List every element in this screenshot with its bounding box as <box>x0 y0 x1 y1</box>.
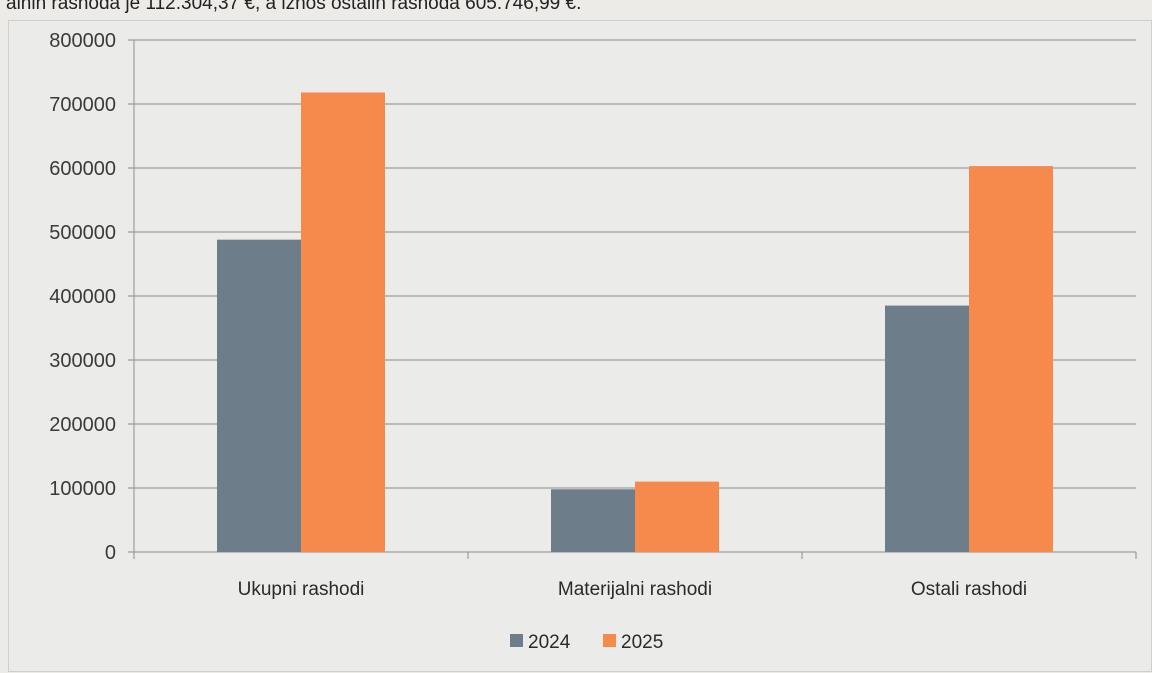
header-text: alnih rashoda je 112.304,37 €, a iznos o… <box>6 0 582 14</box>
bar-chart: 0 100000 200000 300000 400000 500000 600000 700… <box>49 30 1137 653</box>
bar-2024-1 <box>551 489 635 552</box>
chart-frame: 0 100000 200000 300000 400000 500000 600000 700… <box>8 20 1152 672</box>
legend-label-2025: 2025 <box>621 632 663 653</box>
y-tick-label: 600000 <box>49 158 116 180</box>
x-category-label: Materijalni rashodi <box>558 579 712 600</box>
y-tick-label: 500000 <box>49 222 116 244</box>
y-tick-label: 200000 <box>49 414 116 436</box>
y-tick-label: 400000 <box>49 286 116 308</box>
bar-2025-1 <box>635 481 719 552</box>
y-tick-label: 100000 <box>49 478 116 500</box>
bar-2025-0 <box>301 92 385 552</box>
legend-swatch-2025 <box>603 634 616 647</box>
y-tick-label: 300000 <box>49 350 116 372</box>
y-tick-label: 800000 <box>49 30 116 52</box>
legend-swatch-2024 <box>510 634 523 647</box>
x-category-label: Ukupni rashodi <box>238 579 365 600</box>
legend-label-2024: 2024 <box>528 632 571 653</box>
y-tick-label: 0 <box>105 542 116 564</box>
x-category-label: Ostali rashodi <box>911 579 1027 600</box>
bar-2024-2 <box>885 305 969 552</box>
bar-2025-2 <box>969 166 1053 552</box>
y-tick-label: 700000 <box>49 94 116 116</box>
bar-2024-0 <box>217 239 301 552</box>
